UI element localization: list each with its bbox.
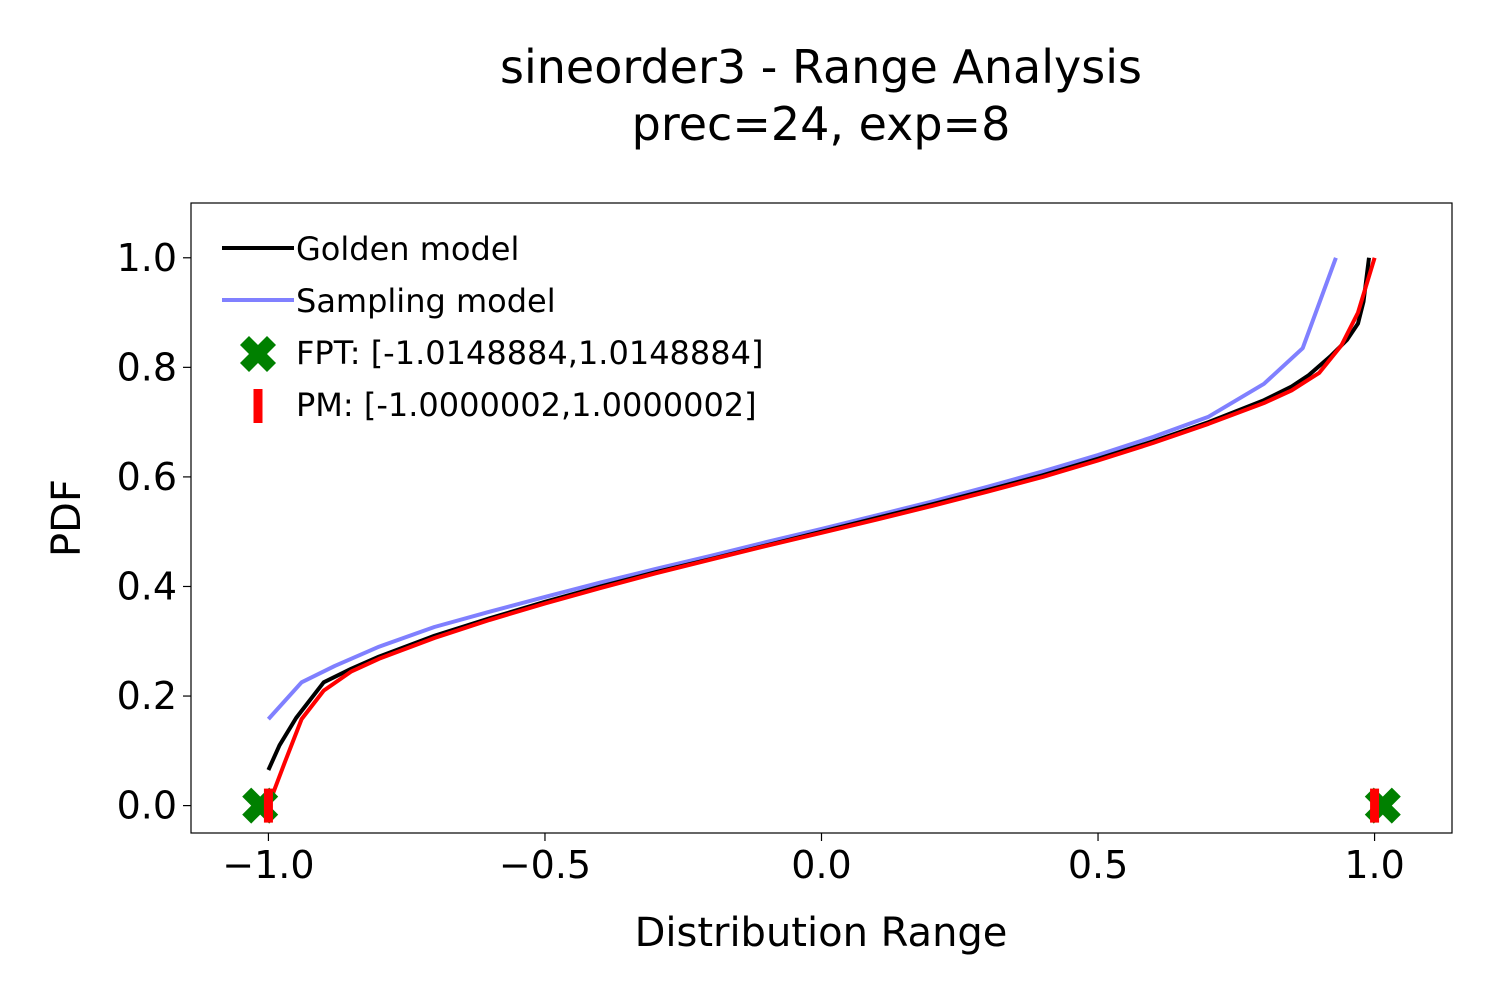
legend-label: PM: [-1.0000002,1.0000002] bbox=[296, 386, 757, 424]
pm-marker bbox=[263, 788, 273, 823]
x-tick-label: 0.0 bbox=[791, 843, 851, 887]
legend: Golden model Sampling model FPT: [-1.01488… bbox=[222, 230, 763, 424]
x-tick-label: −0.5 bbox=[499, 843, 591, 887]
y-tick-label: 0.0 bbox=[117, 784, 177, 828]
x-axis-ticks: −1.0 −0.5 0.0 0.5 1.0 bbox=[222, 833, 1405, 887]
chart-titles: sineorder3 - Range Analysis prec=24, exp… bbox=[500, 40, 1142, 151]
y-tick-label: 0.6 bbox=[117, 455, 177, 499]
x-tick-label: −1.0 bbox=[222, 843, 314, 887]
y-tick-label: 0.8 bbox=[117, 345, 177, 389]
legend-entry: PM: [-1.0000002,1.0000002] bbox=[253, 386, 757, 424]
legend-label: Golden model bbox=[296, 230, 519, 268]
y-tick-label: 0.4 bbox=[117, 564, 177, 608]
chart-subtitle: prec=24, exp=8 bbox=[632, 97, 1011, 151]
legend-label: FPT: [-1.0148884,1.0148884] bbox=[296, 334, 763, 372]
marker-layer bbox=[242, 787, 1401, 824]
legend-label: Sampling model bbox=[296, 282, 556, 320]
y-tick-label: 1.0 bbox=[117, 236, 177, 280]
sampling-model-line bbox=[266, 257, 1338, 721]
y-axis-label: PDF bbox=[44, 479, 90, 557]
y-axis-ticks: 0.0 0.2 0.4 0.6 0.8 1.0 bbox=[117, 236, 191, 828]
x-axis-label: Distribution Range bbox=[635, 910, 1008, 956]
legend-entry: FPT: [-1.0148884,1.0148884] bbox=[240, 334, 763, 372]
legend-swatch-x-shape bbox=[240, 336, 276, 372]
pm-marker bbox=[1370, 788, 1380, 823]
legend-swatch-x bbox=[240, 336, 276, 372]
pm-curve-line bbox=[266, 257, 1377, 807]
series-layer bbox=[266, 257, 1377, 807]
legend-entry: Sampling model bbox=[222, 282, 556, 320]
chart-title: sineorder3 - Range Analysis bbox=[500, 40, 1142, 94]
x-tick-label: 1.0 bbox=[1344, 843, 1404, 887]
y-tick-label: 0.2 bbox=[117, 674, 177, 718]
legend-swatch-bar bbox=[253, 389, 263, 423]
x-tick-label: 0.5 bbox=[1068, 843, 1128, 887]
legend-entry: Golden model bbox=[222, 230, 519, 268]
